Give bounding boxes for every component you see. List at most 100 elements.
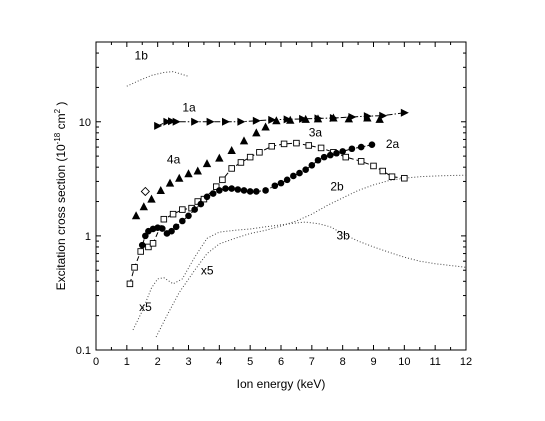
data-point-4a — [131, 211, 141, 220]
data-point-4a — [313, 114, 323, 123]
data-point-2a — [142, 232, 149, 240]
data-point-1a — [222, 117, 230, 126]
data-point-2a — [138, 241, 146, 249]
data-point-2a — [203, 193, 211, 201]
data-point-1a — [299, 114, 308, 123]
data-point-2a — [253, 188, 260, 195]
data-point-4a — [252, 128, 261, 137]
series-lines — [126, 71, 467, 338]
data-point-2a — [172, 223, 180, 231]
data-point-1a — [206, 117, 215, 126]
data-point-2a — [290, 172, 297, 180]
data-point-4a — [184, 169, 193, 178]
y-axis-label: Excitation cross section (10-18 cm2 ) — [53, 102, 68, 291]
data-point-1a — [283, 115, 292, 124]
data-point-3a — [280, 140, 288, 148]
annotation-label: 1a — [182, 101, 196, 115]
data-point-3a — [228, 165, 235, 172]
data-point-4a — [344, 114, 354, 123]
series-line-2b — [155, 174, 467, 338]
data-point-2a — [308, 162, 316, 169]
data-point-2a — [246, 188, 254, 195]
x-axis-label: Ion energy (keV) — [237, 377, 326, 391]
x-tick-label: 7 — [309, 356, 315, 368]
x-tick-label: 11 — [429, 356, 440, 368]
data-point-3a — [145, 243, 152, 251]
data-point-3a — [160, 215, 168, 223]
annotation-label: 1b — [135, 49, 149, 63]
data-point-2a — [179, 217, 186, 225]
data-point-2a — [283, 176, 291, 184]
annotation-label: x5 — [139, 300, 152, 314]
data-point-2a — [216, 187, 223, 194]
data-point-2a — [271, 182, 279, 190]
series-line-1b — [126, 71, 189, 87]
data-point-3a — [131, 264, 138, 271]
data-point-1a — [268, 115, 277, 124]
data-point-3a — [169, 210, 177, 218]
data-point-2a — [240, 187, 248, 194]
x-tick-label: 4 — [216, 356, 222, 368]
data-point-3a — [149, 240, 157, 247]
data-point-1a — [252, 116, 261, 125]
data-point-3a — [388, 173, 396, 180]
data-point-3a — [342, 153, 350, 161]
data-point-1a — [191, 117, 200, 126]
data-point-4a — [239, 136, 249, 145]
data-point-3a — [137, 248, 144, 255]
data-point-1a — [400, 108, 409, 117]
axis-ticks — [95, 41, 467, 351]
y-axis-label-unit: cm — [54, 113, 68, 132]
data-point-1a — [154, 121, 163, 130]
data-point-2a — [357, 143, 365, 151]
data-point-2a — [296, 169, 303, 177]
data-point-2a — [277, 179, 285, 187]
y-axis-label-main: Excitation cross section (10 — [54, 144, 68, 290]
data-point-3a — [370, 162, 377, 170]
data-point-4a — [286, 115, 295, 124]
data-point-4a — [363, 113, 372, 122]
data-point-2a — [327, 151, 334, 159]
data-point-1a — [237, 117, 246, 126]
x-tick-label: 12 — [460, 356, 472, 368]
x-tick-label: 9 — [370, 356, 376, 368]
data-markers — [126, 108, 409, 288]
data-point-2a — [348, 145, 356, 153]
y-tick-label: 1 — [85, 231, 91, 243]
x-tick-label: 0 — [93, 356, 99, 368]
data-point-4a — [147, 194, 156, 203]
data-point-3a — [357, 158, 365, 165]
x-tick-label: 10 — [398, 356, 410, 368]
annotation-label: 2a — [386, 137, 400, 151]
data-point-4a — [272, 116, 281, 125]
data-point-3a — [126, 280, 134, 288]
data-point-3a — [305, 142, 313, 149]
data-point-1a — [168, 117, 177, 126]
data-point-3a — [256, 149, 263, 156]
y-tick-label: 10 — [79, 117, 91, 129]
data-point-3a — [179, 206, 186, 213]
annotation-label: 3b — [337, 228, 351, 242]
data-point-1a — [163, 117, 172, 126]
data-point-3a — [268, 143, 276, 150]
series-line-3b — [132, 221, 467, 331]
data-point-1a — [379, 111, 388, 120]
data-point-4a — [329, 113, 338, 122]
data-point-2a — [234, 186, 242, 193]
x-tick-label: 5 — [247, 356, 253, 368]
data-point-2a — [314, 156, 322, 164]
data-point-2a — [262, 187, 269, 194]
data-point-2a — [302, 166, 309, 174]
y-axis-label-exponent: -18 — [53, 132, 62, 144]
y-axis-label-unit-exponent: 2 — [53, 108, 62, 113]
data-point-2a — [185, 212, 192, 220]
data-point-2a — [158, 225, 166, 232]
data-point-4a — [261, 122, 270, 131]
data-point-4a — [156, 185, 165, 194]
x-tick-label: 1 — [124, 356, 130, 368]
x-tick-label: 6 — [278, 356, 284, 368]
data-point-2a — [197, 200, 205, 208]
data-point-2a — [222, 185, 229, 192]
